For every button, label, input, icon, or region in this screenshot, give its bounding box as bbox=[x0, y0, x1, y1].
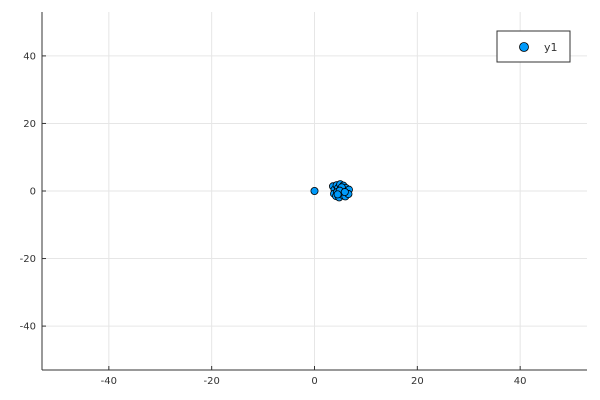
tick-marks: -40 -20 0 20 40 -40 -20 0 20 40 bbox=[20, 51, 527, 387]
x-tick-label: -40 bbox=[101, 376, 117, 387]
data-point bbox=[333, 190, 342, 199]
y-tick-label: 40 bbox=[23, 51, 36, 62]
data-points bbox=[310, 180, 353, 202]
y-tick-label: -40 bbox=[20, 322, 36, 333]
x-tick-label: 20 bbox=[411, 376, 424, 387]
grid-lines bbox=[42, 12, 587, 370]
x-tick-label: 40 bbox=[514, 376, 527, 387]
y-tick-label: 20 bbox=[23, 119, 36, 130]
y-tick-label: -20 bbox=[20, 254, 36, 265]
data-point bbox=[340, 188, 349, 197]
y-tick-label: 0 bbox=[30, 187, 36, 198]
x-tick-label: 0 bbox=[311, 376, 317, 387]
legend-box bbox=[496, 30, 571, 63]
x-tick-label: -20 bbox=[203, 376, 219, 387]
data-point bbox=[310, 186, 319, 195]
legend-marker bbox=[519, 42, 529, 52]
legend-label-y1: y1 bbox=[544, 41, 558, 54]
legend: y1 bbox=[496, 30, 571, 63]
